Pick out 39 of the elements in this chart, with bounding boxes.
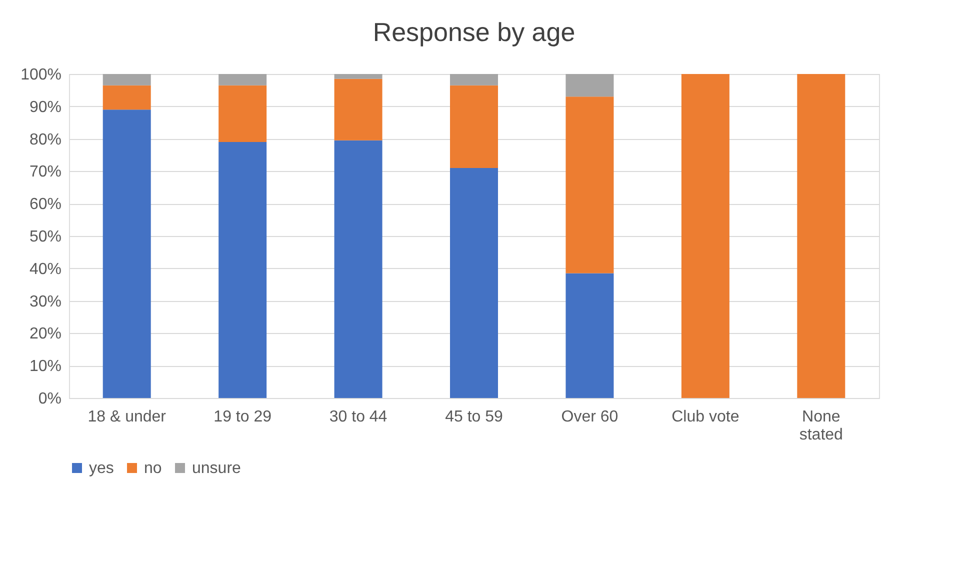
- x-tick-label: Club vote: [672, 408, 740, 426]
- bar: [102, 74, 151, 86]
- y-tick-label: 10%: [29, 358, 62, 376]
- x-tick-label: Over 60: [561, 408, 618, 426]
- legend-label: yes: [89, 460, 114, 477]
- legend-label: unsure: [192, 460, 242, 477]
- y-tick-label: 40%: [29, 260, 62, 278]
- bar: [218, 85, 267, 142]
- bar: [566, 74, 614, 97]
- y-tick-label: 70%: [29, 164, 62, 181]
- x-tick-label: 18 & under: [88, 408, 167, 426]
- y-tick-label: 60%: [29, 196, 62, 214]
- legend-label: no: [144, 460, 162, 477]
- bar: [334, 140, 382, 398]
- x-tick-label: 45 to 59: [445, 408, 504, 426]
- y-tick-label: 0%: [38, 390, 62, 408]
- bar: [102, 110, 151, 398]
- bar: [334, 74, 382, 79]
- x-tick-label: None stated: [799, 408, 843, 444]
- y-tick-label: 80%: [29, 131, 62, 148]
- bar: [450, 74, 498, 86]
- bar: [218, 74, 267, 86]
- bar: [450, 168, 498, 398]
- x-tick-label: 30 to 44: [329, 408, 388, 426]
- bar: [797, 74, 846, 398]
- chart-title: Response by age: [372, 17, 576, 47]
- bar: [450, 85, 498, 168]
- y-tick-label: 100%: [20, 66, 62, 84]
- bar: [334, 78, 382, 140]
- y-tick-label: 30%: [29, 293, 62, 310]
- bar: [681, 74, 730, 398]
- x-tick-label: 19 to 29: [214, 408, 272, 426]
- y-tick-label: 50%: [29, 228, 62, 246]
- bar: [218, 142, 267, 398]
- bar: [566, 96, 614, 274]
- bar: [102, 85, 151, 110]
- y-tick-label: 90%: [29, 98, 62, 116]
- bar: [566, 273, 614, 398]
- y-tick-label: 20%: [29, 326, 62, 343]
